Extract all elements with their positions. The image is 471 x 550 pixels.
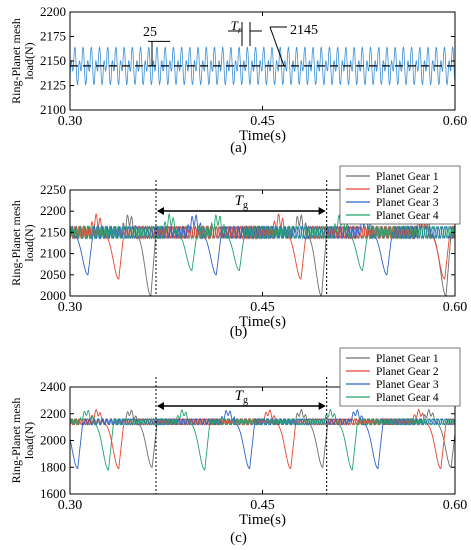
y-tick-label: 2150 <box>40 224 66 239</box>
x-axis-title: Time(s) <box>239 512 286 528</box>
x-tick-label: 0.45 <box>250 114 275 129</box>
bracket-arrow-right <box>318 207 326 215</box>
chart-panel-3: 1600 1800 2000 2200 2400 0.30 0.45 0.60 Time(s) R… <box>9 347 468 546</box>
bracket-arrow-left <box>156 402 164 410</box>
chart-panel-2: 2000 2050 2100 2150 2200 2250 0.30 0.45 0.60 Time… <box>9 165 468 340</box>
y-axis-title: Ring-Planet meshload(N) <box>9 398 36 484</box>
bracket-arrow-left <box>156 207 164 215</box>
y-axis-title: Ring-Planet meshload(N) <box>9 200 36 286</box>
y-tick-label: 2000 <box>40 288 66 303</box>
x-tick-label: 0.30 <box>58 498 83 513</box>
chart-panel-1: 2100 2125 2150 2175 2200 0.30 0.45 0.60 Time(s) R… <box>9 4 467 156</box>
mean-leader <box>269 26 285 67</box>
legend-label-4: Planet Gear 4 <box>376 392 439 404</box>
x-tick-label: 0.60 <box>443 114 468 129</box>
series-line-2 <box>69 408 456 470</box>
y-tick-label: 2200 <box>40 203 66 218</box>
x-tick-label: 0.30 <box>58 300 83 315</box>
y-tick-label: 2125 <box>40 78 66 93</box>
y-tick-label: 2000 <box>40 433 66 448</box>
legend-label-1: Planet Gear 1 <box>376 353 439 365</box>
y-axis-title: Ring-Planet meshload(N) <box>9 18 36 104</box>
series-line-2 <box>69 212 456 280</box>
panel-label: (c) <box>230 530 247 546</box>
x-tick-label: 0.60 <box>443 300 468 315</box>
period-label: Tr <box>231 18 242 35</box>
x-tick-label: 0.45 <box>250 498 275 513</box>
x-tick-label: 0.45 <box>250 300 275 315</box>
y-tick-label: 2400 <box>40 379 66 394</box>
x-tick-label: 0.60 <box>443 498 468 513</box>
panel-label: (a) <box>230 140 247 156</box>
series-line-3 <box>69 212 456 276</box>
y-tick-label: 2100 <box>40 246 66 261</box>
series-line-4 <box>69 213 456 272</box>
legend-label-3: Planet Gear 3 <box>376 379 439 391</box>
period-label: Tg <box>235 388 248 406</box>
y-tick-label: 1800 <box>40 459 66 474</box>
legend-label-2: Planet Gear 2 <box>376 366 439 378</box>
legend-label-2: Planet Gear 2 <box>376 184 439 196</box>
bracket-arrow-right <box>318 402 326 410</box>
x-axis-title: Time(s) <box>239 314 286 330</box>
y-tick-label: 1600 <box>40 486 66 501</box>
series-line <box>69 46 456 86</box>
y-tick-label: 2250 <box>40 182 66 197</box>
amplitude-label: 25 <box>143 25 157 40</box>
y-tick-label: 2200 <box>40 4 66 19</box>
period-label: Tg <box>235 193 248 211</box>
y-tick-label: 2100 <box>40 102 66 117</box>
x-axis-title: Time(s) <box>239 128 286 144</box>
y-tick-label: 2050 <box>40 267 66 282</box>
series-line-4 <box>69 408 456 471</box>
mean-label: 2145 <box>290 23 318 38</box>
legend-label-1: Planet Gear 1 <box>376 171 439 183</box>
x-tick-label: 0.30 <box>58 114 83 129</box>
legend-label-4: Planet Gear 4 <box>376 210 439 222</box>
panel-label: (b) <box>230 324 248 340</box>
y-tick-label: 2150 <box>40 53 66 68</box>
legend-label-3: Planet Gear 3 <box>376 197 439 209</box>
y-tick-label: 2175 <box>40 29 66 44</box>
y-tick-label: 2200 <box>40 406 66 421</box>
